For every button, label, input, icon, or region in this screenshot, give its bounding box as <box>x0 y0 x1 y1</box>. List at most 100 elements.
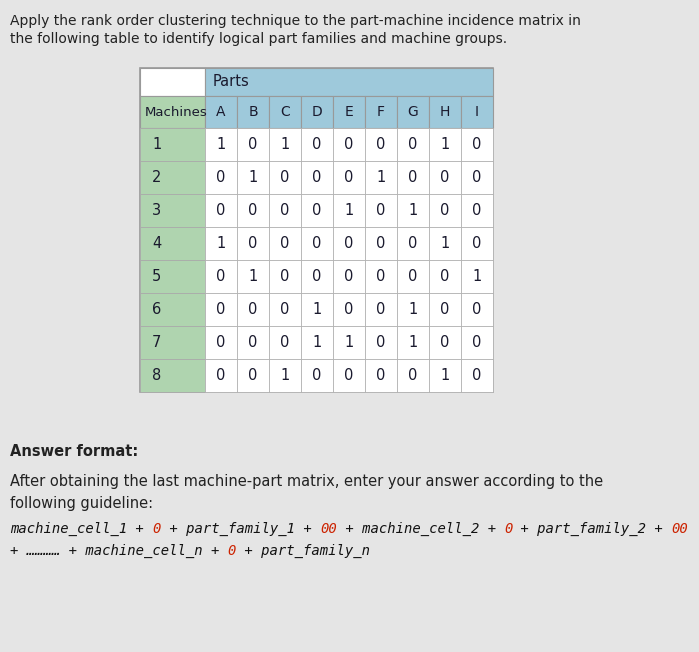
Bar <box>397 227 429 260</box>
Text: 0: 0 <box>312 236 322 251</box>
Text: 0: 0 <box>473 335 482 350</box>
Text: 0: 0 <box>280 203 289 218</box>
Text: 0: 0 <box>248 236 258 251</box>
Text: 0: 0 <box>312 368 322 383</box>
Bar <box>205 293 237 326</box>
Text: the following table to identify logical part families and machine groups.: the following table to identify logical … <box>10 32 507 46</box>
Text: 0: 0 <box>440 335 449 350</box>
Bar <box>333 326 365 359</box>
Bar <box>269 293 301 326</box>
Text: B: B <box>248 105 258 119</box>
Text: 1: 1 <box>440 137 449 152</box>
Text: machine_cell_1: machine_cell_1 <box>10 522 127 536</box>
Text: 0: 0 <box>280 335 289 350</box>
Bar <box>429 161 461 194</box>
Bar <box>205 194 237 227</box>
Text: 2: 2 <box>152 170 161 185</box>
Bar <box>461 326 493 359</box>
Bar <box>429 326 461 359</box>
Text: 0: 0 <box>376 335 386 350</box>
Text: 00: 00 <box>320 522 337 536</box>
Text: 0: 0 <box>376 203 386 218</box>
Text: 0: 0 <box>473 137 482 152</box>
Bar <box>205 359 237 392</box>
Bar <box>301 227 333 260</box>
Text: 0: 0 <box>248 302 258 317</box>
Text: I: I <box>475 105 479 119</box>
Bar <box>301 96 333 128</box>
Text: +: + <box>127 522 152 536</box>
Bar <box>301 194 333 227</box>
Text: 1: 1 <box>440 236 449 251</box>
Text: Apply the rank order clustering technique to the part-machine incidence matrix i: Apply the rank order clustering techniqu… <box>10 14 581 28</box>
Text: + machine_cell_2 +: + machine_cell_2 + <box>337 522 504 536</box>
Bar <box>429 128 461 161</box>
Bar <box>365 359 397 392</box>
Text: 0: 0 <box>216 170 226 185</box>
Text: A: A <box>216 105 226 119</box>
Bar <box>237 161 269 194</box>
Bar <box>429 260 461 293</box>
Bar <box>205 68 493 96</box>
Text: 5: 5 <box>152 269 161 284</box>
Bar <box>205 326 237 359</box>
Bar <box>397 359 429 392</box>
Bar <box>205 161 237 194</box>
Text: 0: 0 <box>345 170 354 185</box>
Text: 0: 0 <box>228 544 236 558</box>
Bar <box>429 96 461 128</box>
Text: 0: 0 <box>376 269 386 284</box>
Text: Answer format:: Answer format: <box>10 444 138 459</box>
Text: 0: 0 <box>408 236 418 251</box>
Text: 0: 0 <box>216 335 226 350</box>
Text: 8: 8 <box>152 368 161 383</box>
Bar <box>237 326 269 359</box>
Text: 1: 1 <box>408 335 417 350</box>
Bar <box>461 161 493 194</box>
Bar <box>333 96 365 128</box>
Bar <box>333 194 365 227</box>
Bar <box>461 128 493 161</box>
Text: 1: 1 <box>408 203 417 218</box>
Bar <box>140 194 205 227</box>
Text: 1: 1 <box>312 335 322 350</box>
Bar <box>365 161 397 194</box>
Text: 1: 1 <box>248 170 258 185</box>
Text: Machines: Machines <box>145 106 208 119</box>
Bar <box>301 260 333 293</box>
Bar <box>365 194 397 227</box>
Text: 3: 3 <box>152 203 161 218</box>
Bar <box>140 68 205 96</box>
Bar <box>461 260 493 293</box>
Text: 0: 0 <box>248 335 258 350</box>
Bar <box>397 96 429 128</box>
Text: 0: 0 <box>376 368 386 383</box>
Bar <box>365 326 397 359</box>
Text: Parts: Parts <box>213 74 250 89</box>
Bar <box>333 161 365 194</box>
Bar <box>237 260 269 293</box>
Bar <box>237 128 269 161</box>
Bar <box>429 359 461 392</box>
Text: 0: 0 <box>280 170 289 185</box>
Text: 0: 0 <box>152 522 161 536</box>
Text: 0: 0 <box>408 269 418 284</box>
Bar <box>397 260 429 293</box>
Text: 1: 1 <box>280 368 289 383</box>
Bar <box>333 359 365 392</box>
Bar <box>461 227 493 260</box>
Bar <box>205 128 237 161</box>
Bar <box>269 161 301 194</box>
Text: 0: 0 <box>216 269 226 284</box>
Text: 0: 0 <box>473 302 482 317</box>
Bar <box>365 260 397 293</box>
Bar <box>140 359 205 392</box>
Bar <box>269 227 301 260</box>
Bar <box>301 128 333 161</box>
Text: 4: 4 <box>152 236 161 251</box>
Text: 1: 1 <box>248 269 258 284</box>
Bar <box>301 293 333 326</box>
Bar <box>461 293 493 326</box>
Text: 0: 0 <box>280 302 289 317</box>
Text: 1: 1 <box>312 302 322 317</box>
